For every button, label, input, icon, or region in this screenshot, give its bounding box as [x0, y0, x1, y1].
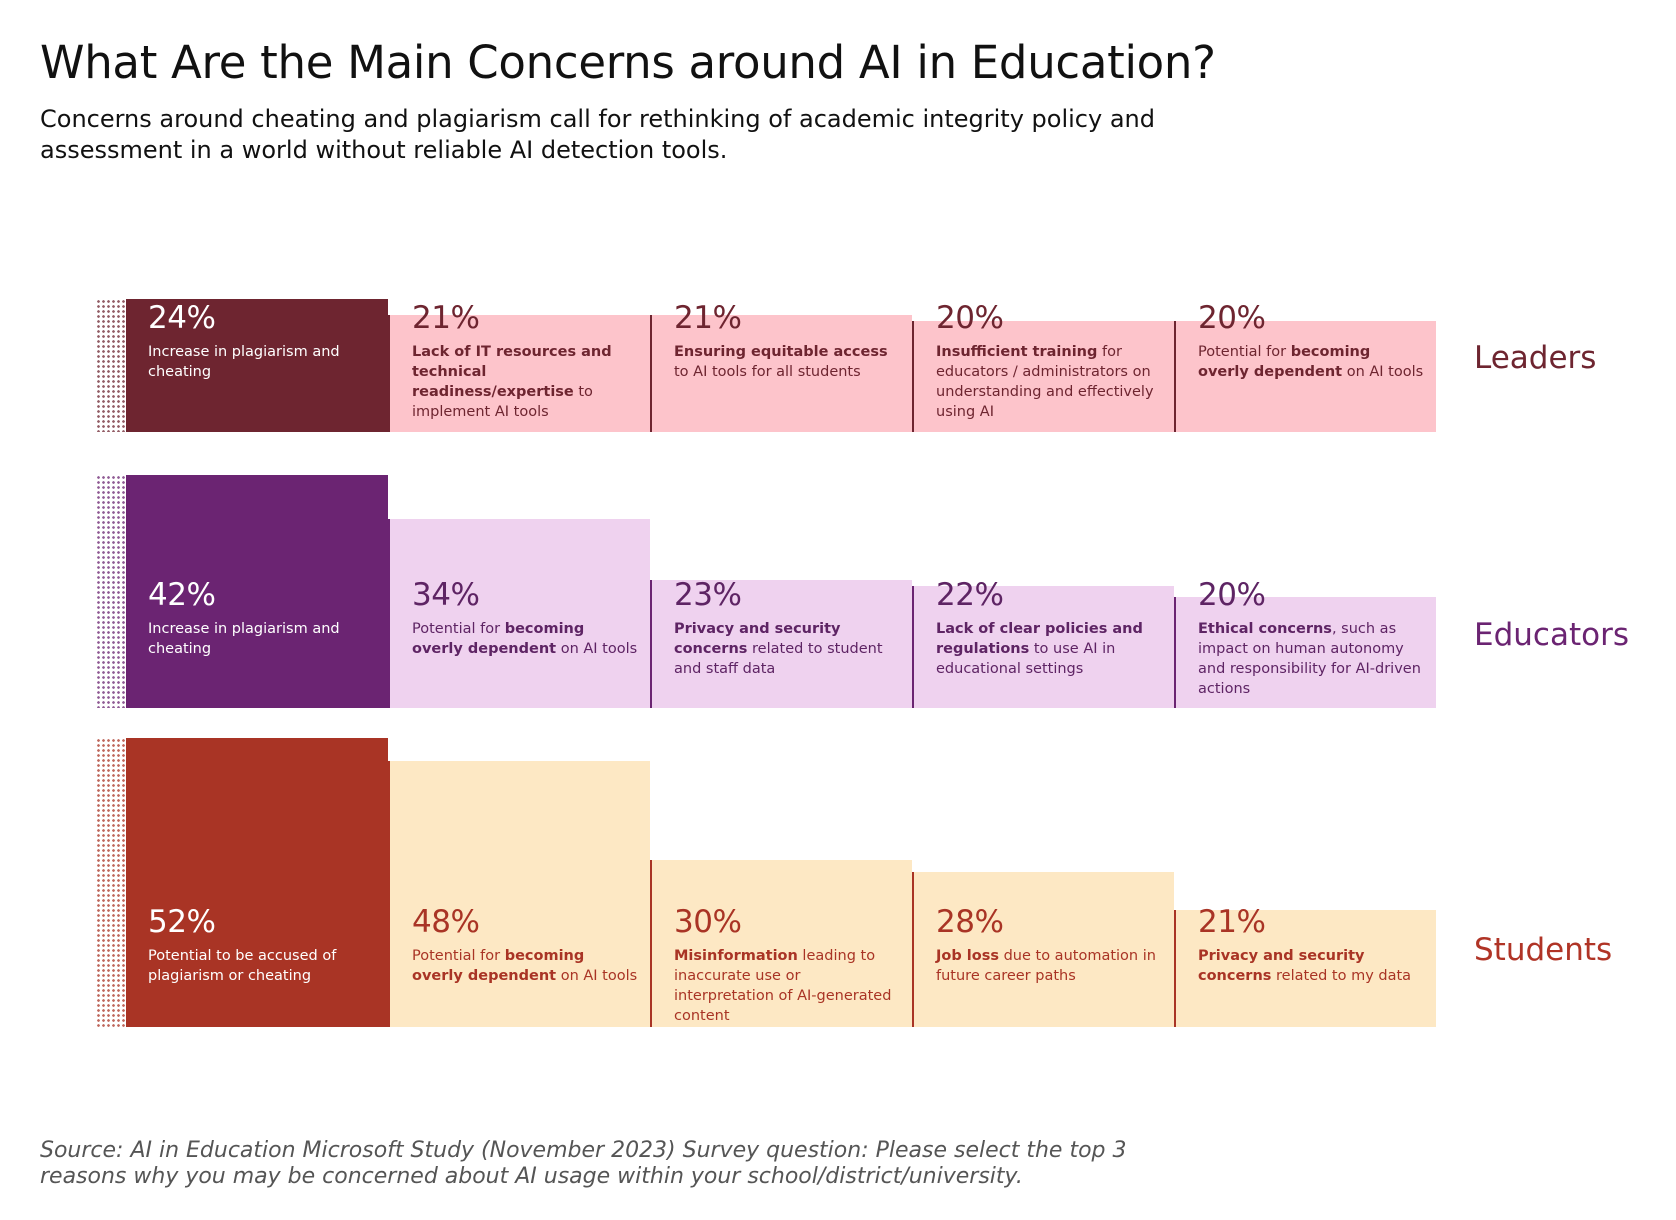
- chart-title: What Are the Main Concerns around AI in …: [40, 36, 1216, 89]
- bar-students-2: 48% Potential for becoming overly depende…: [388, 761, 650, 1027]
- value-label: 52%: [148, 904, 216, 940]
- value-label: 20%: [936, 300, 1004, 336]
- value-label: 20%: [1198, 577, 1266, 613]
- bar-students-5: 21% Privacy and security concerns related…: [1174, 904, 1436, 1027]
- value-label: 20%: [1198, 300, 1266, 336]
- bar-educators-2: 34% Potential for becoming overly depende…: [388, 519, 650, 708]
- bar-educators-1: 42% Increase in plagiarism and cheating: [126, 475, 388, 708]
- value-label: 42%: [148, 577, 216, 613]
- bar-description: Potential to be accused of plagiarism or…: [148, 948, 337, 984]
- bar-leaders-5: 20% Potential for becoming overly depende…: [1174, 300, 1436, 432]
- value-label: 24%: [148, 300, 216, 336]
- bar-description: Insufficient training for educators / ad…: [936, 344, 1154, 420]
- bar-description: Lack of clear policies and regulations t…: [936, 621, 1143, 677]
- bar-leaders-2: 21% Lack of IT resources and technical re…: [388, 300, 650, 432]
- value-label: 21%: [674, 300, 742, 336]
- group-label-students: Students: [1474, 932, 1613, 968]
- bar-description: Ethical concerns, such as impact on huma…: [1198, 621, 1421, 697]
- bar-educators-3: 23% Privacy and security concerns related…: [650, 577, 912, 708]
- bar-educators-4: 22% Lack of clear policies and regulation…: [912, 577, 1174, 708]
- value-label: 30%: [674, 904, 742, 940]
- value-label: 48%: [412, 904, 480, 940]
- bar-description: Increase in plagiarism and cheating: [148, 621, 340, 657]
- value-label: 23%: [674, 577, 742, 613]
- bar-description: Ensuring equitable access to AI tools fo…: [674, 344, 888, 380]
- value-label: 22%: [936, 577, 1004, 613]
- group-label-leaders: Leaders: [1474, 340, 1597, 376]
- value-label: 28%: [936, 904, 1004, 940]
- bar-leaders-3: 21% Ensuring equitable access to AI tools…: [650, 300, 912, 432]
- dotted-pattern: [96, 299, 126, 432]
- bar-description: Potential for becoming overly dependent …: [412, 948, 638, 984]
- bar-students-4: 28% Job loss due to automation in future …: [912, 872, 1174, 1027]
- bar-leaders-4: 20% Insufficient training for educators /…: [912, 300, 1174, 432]
- bar-students-1: 52% Potential to be accused of plagiarism…: [126, 738, 388, 1027]
- value-label: 21%: [1198, 904, 1266, 940]
- dotted-pattern: [96, 475, 126, 708]
- value-label: 34%: [412, 577, 480, 613]
- group-label-educators: Educators: [1474, 617, 1629, 653]
- dotted-pattern: [96, 738, 126, 1027]
- source-note: Source: AI in Education Microsoft Study …: [40, 1138, 1127, 1189]
- bar-leaders-1: 24% Increase in plagiarism and cheating: [126, 299, 388, 432]
- bar-description: Privacy and security concerns related to…: [1198, 948, 1412, 984]
- value-label: 21%: [412, 300, 480, 336]
- bar-description: Job loss due to automation in future car…: [936, 948, 1156, 984]
- bar-students-3: 30% Misinformation leading to inaccurate …: [650, 860, 912, 1027]
- bar-description: Increase in plagiarism and cheating: [148, 344, 340, 380]
- chart-subtitle: Concerns around cheating and plagiarism …: [40, 105, 1155, 164]
- bar-description: Misinformation leading to inaccurate use…: [674, 948, 892, 1024]
- bar-description: Potential for becoming overly dependent …: [412, 621, 638, 657]
- bar-educators-5: 20% Ethical concerns, such as impact on h…: [1174, 577, 1436, 708]
- bar-description: Lack of IT resources and technical readi…: [412, 344, 612, 420]
- bar-description: Potential for becoming overly dependent …: [1198, 344, 1424, 380]
- bar-description: Privacy and security concerns related to…: [674, 621, 883, 677]
